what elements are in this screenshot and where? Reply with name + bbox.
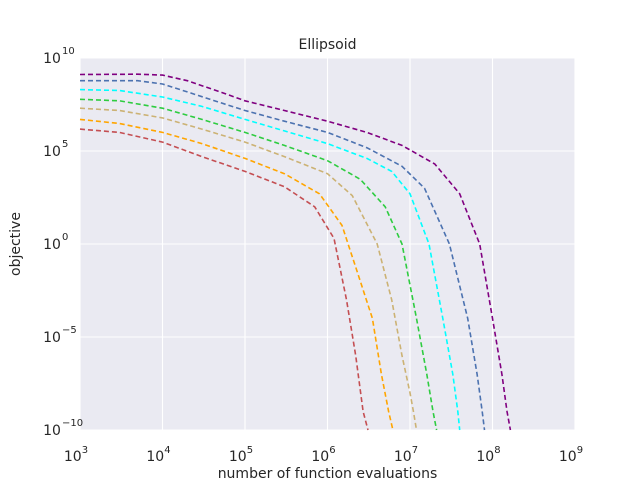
- svg-text:5: 5: [62, 139, 68, 150]
- x-tick-labels: 103 104 105 106 107 108 109: [64, 445, 583, 465]
- x-axis-label: number of function evaluations: [218, 466, 438, 480]
- svg-text:10: 10: [43, 144, 61, 160]
- x-tick-label: 103: [64, 445, 88, 465]
- chart-title: Ellipsoid: [298, 37, 356, 53]
- x-tick-label: 105: [229, 445, 253, 465]
- svg-text:−10: −10: [62, 418, 83, 429]
- svg-text:−5: −5: [62, 325, 77, 336]
- series-lines: [79, 73, 512, 431]
- y-tick-label: 10 5: [43, 139, 68, 160]
- x-tick-label: 109: [559, 445, 583, 465]
- series-line-4: [79, 98, 438, 431]
- y-tick-label: 10 −10: [43, 418, 83, 439]
- svg-text:0: 0: [62, 232, 68, 243]
- y-tick-label: 10 0: [43, 232, 68, 253]
- series-line-1: [79, 73, 512, 431]
- series-line-6: [79, 118, 394, 431]
- y-tick-label: 10 10: [43, 46, 75, 67]
- series-line-3: [79, 88, 461, 431]
- y-tick-label: 10 −5: [43, 325, 77, 346]
- svg-text:10: 10: [43, 330, 61, 346]
- x-tick-label: 107: [394, 445, 418, 465]
- series-line-5: [79, 107, 418, 431]
- svg-text:10: 10: [43, 237, 61, 253]
- x-tick-label: 108: [476, 445, 500, 465]
- svg-text:10: 10: [43, 51, 61, 67]
- svg-text:10: 10: [62, 46, 75, 57]
- x-tick-label: 104: [146, 445, 170, 465]
- svg-text:10: 10: [43, 423, 61, 439]
- series-line-7: [79, 128, 369, 431]
- x-tick-label: 106: [311, 445, 335, 465]
- y-axis-label: objective: [8, 212, 24, 276]
- series-line-2: [80, 79, 486, 431]
